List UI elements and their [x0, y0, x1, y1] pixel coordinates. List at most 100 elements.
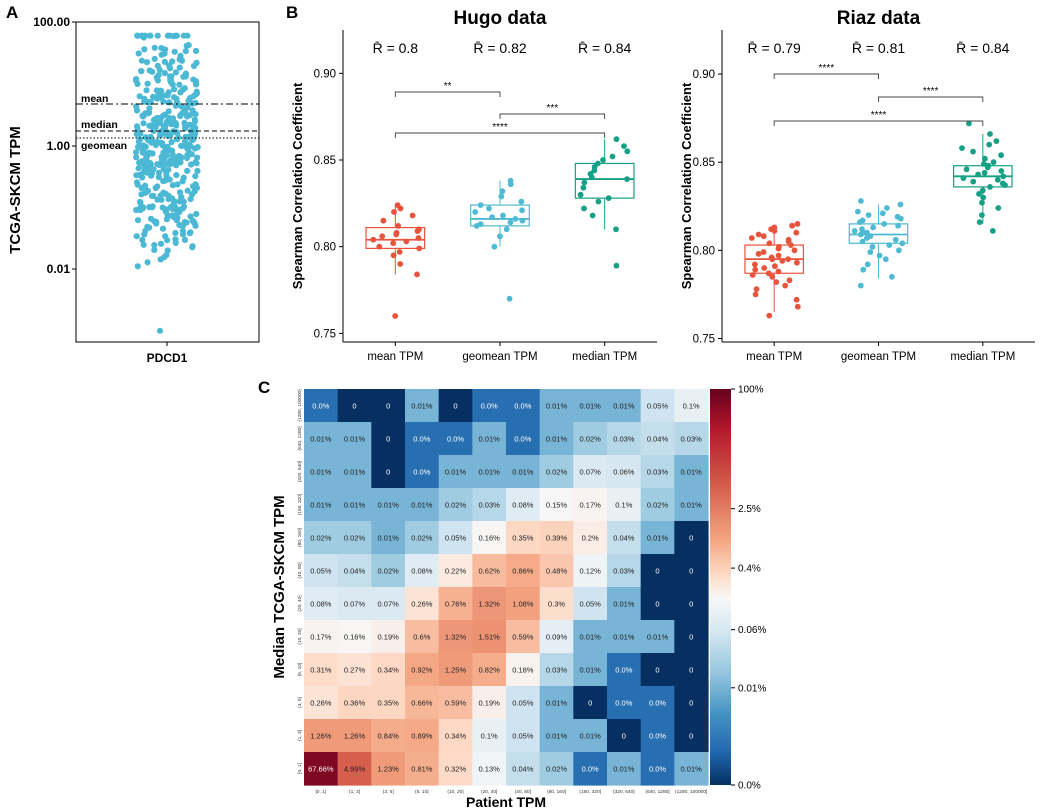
y-tick-label: 0.90 [314, 68, 336, 80]
heatmap-cell [304, 389, 339, 423]
heatmap-cell [640, 620, 675, 654]
heatmap-cell-label: 0.03% [613, 567, 635, 576]
data-point [766, 312, 773, 319]
panel-a-point [150, 117, 157, 124]
heatmap-cell [472, 752, 507, 786]
y-tick-label: 0.75 [693, 333, 715, 345]
panel-a-point [165, 108, 172, 115]
heatmap-cell [472, 455, 507, 489]
heatmap-cell-label: 0.02% [378, 567, 400, 576]
panel-a-point [134, 217, 142, 224]
data-point [497, 233, 503, 240]
panel-a-x-axis-label: PDCD1 [147, 351, 188, 365]
panel-a-point [138, 67, 145, 75]
panel-a-point [163, 216, 170, 223]
significance-label: **** [819, 63, 835, 74]
heatmap-cell [371, 719, 406, 753]
panel-a-point [157, 240, 165, 247]
heatmap-cell [539, 422, 574, 456]
panel-a-point [146, 67, 153, 74]
panel-a-point [182, 48, 189, 55]
heatmap-cell-label: 0.01% [479, 468, 501, 477]
heatmap-cell-label: 0.01% [681, 765, 703, 774]
panel-a-point [132, 149, 140, 156]
heatmap-cell [674, 422, 709, 456]
colorbar-tick-label: 0.4% [738, 564, 761, 575]
heatmap-cell [337, 620, 372, 654]
panel-a-point [134, 263, 141, 270]
panel-a-point [138, 57, 145, 64]
panel-a-point [174, 99, 181, 106]
heatmap-cell-label: 0.16% [344, 633, 366, 642]
colorbar-tick-label: 0.01% [738, 683, 766, 694]
panel-a-point [139, 236, 146, 243]
panel-a-point [170, 94, 178, 101]
data-point [794, 221, 801, 227]
heatmap-y-tick-label: (40, 80] [297, 562, 303, 578]
data-point [889, 273, 895, 280]
heatmap-cell [472, 488, 507, 522]
panel-a-point [139, 204, 147, 211]
heatmap-cell-label: 0.17% [580, 501, 602, 510]
heatmap-cell-label: 0.62% [479, 567, 501, 576]
heatmap-cell [506, 686, 541, 720]
heatmap-cell [337, 587, 372, 621]
data-point [390, 240, 397, 247]
heatmap-cell-label: 0.04% [512, 765, 534, 774]
panel-a-point [167, 76, 174, 83]
x-tick-label: mean TPM [746, 351, 802, 363]
heatmap-cell-label: 0.05% [580, 600, 602, 609]
panel-a-point [144, 80, 151, 87]
data-point [613, 226, 619, 233]
data-point [860, 266, 867, 273]
heatmap-cell-label: 1.25% [445, 666, 467, 675]
data-point [881, 221, 888, 227]
heatmap-cell-label: 0.66% [411, 699, 433, 708]
data-point [987, 184, 993, 190]
data-point [879, 210, 886, 217]
heatmap-cell [405, 554, 440, 588]
panel-a-point [180, 174, 187, 181]
heatmap-cell [304, 587, 339, 621]
panel-a-point [155, 120, 162, 127]
heatmap-cell-label: 0.09% [546, 633, 568, 642]
panel-a-point [190, 183, 197, 190]
heatmap-cell-label: 0.31% [310, 666, 332, 675]
r-mean-label: R̄ = 0.81 [852, 40, 906, 56]
mean-line-label: mean [81, 93, 108, 105]
heatmap-cell-label: 0 [689, 534, 693, 543]
panel-a-point [158, 45, 165, 52]
data-point [884, 205, 890, 211]
data-point [998, 152, 1004, 159]
data-point [760, 249, 767, 256]
data-point [581, 205, 587, 212]
heatmap-cell [607, 653, 642, 687]
data-point [390, 252, 397, 259]
panel-a-point [144, 259, 151, 266]
heatmap-cell [371, 686, 406, 720]
panel-a-point [149, 203, 156, 210]
panel-a-point [171, 86, 178, 93]
heatmap-cell [506, 653, 541, 687]
data-point [789, 222, 795, 229]
data-point [395, 223, 401, 229]
heatmap-cell-label: 1.32% [479, 600, 501, 609]
panel-a-point [189, 243, 196, 250]
data-point [895, 222, 901, 229]
panel-a-point [134, 32, 141, 39]
heatmap-cell [539, 554, 574, 588]
heatmap-cell [371, 752, 406, 786]
heatmap-cell-label: 0.04% [647, 435, 669, 444]
data-point [577, 191, 584, 198]
data-point [486, 205, 492, 212]
heatmap-cell [371, 455, 406, 489]
heatmap-cell-label: 0.01% [681, 501, 703, 510]
data-point [775, 252, 782, 259]
heatmap-cell-label: 0.03% [546, 666, 568, 675]
heatmap-cell [640, 587, 675, 621]
data-point [773, 279, 780, 285]
heatmap-cell-label: 0.0% [615, 666, 632, 675]
data-point [766, 240, 773, 247]
data-point [981, 169, 988, 176]
median-line-label: median [81, 119, 118, 131]
